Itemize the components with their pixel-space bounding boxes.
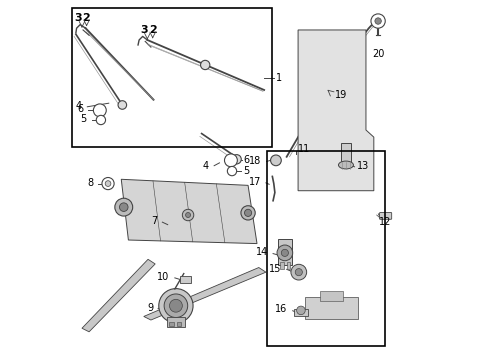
Text: 14: 14 — [255, 247, 267, 257]
Bar — [180, 276, 190, 283]
Circle shape — [296, 306, 305, 315]
Text: 13: 13 — [356, 161, 368, 171]
Circle shape — [374, 18, 381, 24]
Text: 11: 11 — [298, 144, 310, 154]
Circle shape — [244, 209, 251, 216]
Circle shape — [118, 101, 126, 109]
Circle shape — [276, 245, 292, 261]
Bar — [278, 239, 291, 265]
Circle shape — [96, 115, 105, 125]
Circle shape — [105, 181, 111, 186]
Circle shape — [200, 60, 209, 69]
Bar — [280, 262, 283, 269]
Text: 4: 4 — [76, 102, 82, 111]
Text: 3: 3 — [141, 25, 148, 35]
Text: 18: 18 — [249, 156, 261, 166]
Polygon shape — [121, 179, 257, 244]
Circle shape — [227, 166, 236, 176]
Text: 15: 15 — [268, 264, 281, 274]
Polygon shape — [298, 30, 373, 191]
Circle shape — [102, 177, 114, 190]
Text: 10: 10 — [157, 272, 169, 282]
Text: 2: 2 — [81, 13, 89, 23]
Text: 19: 19 — [334, 90, 346, 100]
Circle shape — [270, 155, 281, 166]
Circle shape — [169, 299, 182, 312]
Text: 6: 6 — [78, 104, 83, 114]
Circle shape — [241, 206, 255, 220]
Bar — [166, 317, 185, 327]
Circle shape — [185, 212, 190, 217]
Text: 20: 20 — [371, 49, 384, 59]
Bar — [169, 322, 173, 326]
Text: 4: 4 — [202, 161, 208, 171]
Circle shape — [182, 209, 193, 221]
Circle shape — [119, 203, 128, 211]
Bar — [286, 262, 290, 269]
Bar — [176, 322, 181, 326]
Bar — [266, 151, 384, 346]
Text: 2: 2 — [149, 25, 157, 35]
Circle shape — [281, 249, 288, 256]
Bar — [293, 309, 307, 316]
FancyBboxPatch shape — [379, 212, 391, 219]
Text: 3: 3 — [74, 13, 81, 23]
Text: 16: 16 — [275, 304, 287, 314]
Bar — [319, 291, 342, 301]
Circle shape — [290, 264, 306, 280]
Text: 1: 1 — [275, 73, 282, 83]
Circle shape — [159, 289, 193, 323]
Bar — [340, 143, 350, 167]
Text: 12: 12 — [379, 217, 391, 227]
Text: 8: 8 — [87, 178, 94, 188]
Text: 9: 9 — [146, 303, 153, 313]
Bar — [304, 297, 357, 319]
Circle shape — [295, 269, 302, 276]
Text: 5: 5 — [80, 114, 86, 124]
Ellipse shape — [338, 161, 353, 169]
Circle shape — [224, 154, 237, 167]
Circle shape — [93, 104, 106, 117]
Circle shape — [231, 155, 241, 164]
Text: 7: 7 — [150, 216, 157, 226]
Text: 6: 6 — [244, 155, 249, 165]
Polygon shape — [143, 267, 265, 320]
Text: 5: 5 — [243, 166, 249, 176]
Polygon shape — [82, 259, 155, 332]
Text: 17: 17 — [248, 177, 261, 187]
Bar — [72, 8, 272, 147]
Circle shape — [115, 198, 132, 216]
Circle shape — [370, 14, 385, 28]
Circle shape — [164, 294, 187, 318]
